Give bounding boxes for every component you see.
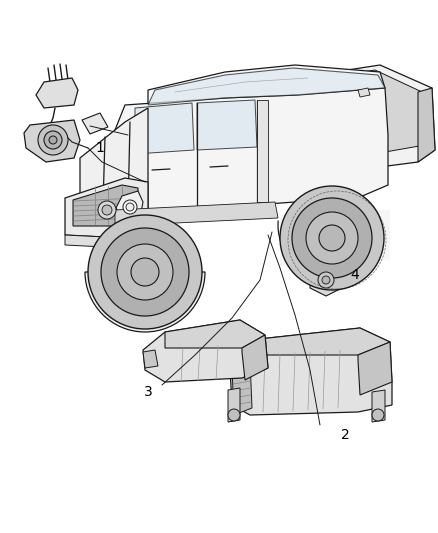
Polygon shape bbox=[135, 103, 194, 154]
Circle shape bbox=[88, 215, 202, 329]
Polygon shape bbox=[24, 120, 80, 162]
Circle shape bbox=[306, 212, 358, 264]
Circle shape bbox=[44, 131, 62, 149]
Polygon shape bbox=[250, 328, 390, 355]
Polygon shape bbox=[82, 113, 108, 134]
Text: 1: 1 bbox=[95, 141, 104, 155]
Circle shape bbox=[322, 276, 330, 284]
Polygon shape bbox=[242, 335, 268, 380]
Polygon shape bbox=[143, 320, 268, 382]
Circle shape bbox=[101, 228, 189, 316]
Polygon shape bbox=[232, 360, 252, 415]
Polygon shape bbox=[116, 191, 143, 218]
Polygon shape bbox=[80, 108, 148, 218]
Polygon shape bbox=[148, 65, 385, 105]
Polygon shape bbox=[65, 178, 148, 238]
Text: 2: 2 bbox=[341, 428, 350, 442]
Polygon shape bbox=[228, 388, 240, 422]
Polygon shape bbox=[372, 390, 385, 422]
Polygon shape bbox=[230, 328, 392, 415]
Polygon shape bbox=[148, 68, 385, 105]
Polygon shape bbox=[36, 78, 78, 108]
Polygon shape bbox=[358, 342, 392, 395]
Polygon shape bbox=[197, 100, 257, 150]
Polygon shape bbox=[257, 100, 268, 202]
Polygon shape bbox=[280, 65, 435, 168]
Circle shape bbox=[126, 203, 134, 211]
Circle shape bbox=[318, 272, 334, 288]
Circle shape bbox=[38, 125, 68, 155]
Polygon shape bbox=[143, 350, 158, 368]
Circle shape bbox=[280, 186, 384, 290]
Polygon shape bbox=[115, 202, 278, 226]
Circle shape bbox=[319, 225, 345, 251]
Circle shape bbox=[117, 244, 173, 300]
Polygon shape bbox=[73, 185, 138, 226]
Polygon shape bbox=[165, 320, 265, 348]
Circle shape bbox=[102, 205, 112, 215]
Polygon shape bbox=[320, 77, 332, 87]
Polygon shape bbox=[115, 88, 388, 210]
Polygon shape bbox=[280, 210, 390, 265]
Circle shape bbox=[131, 258, 159, 286]
Polygon shape bbox=[310, 265, 342, 296]
Text: 4: 4 bbox=[351, 268, 359, 282]
Polygon shape bbox=[300, 80, 312, 90]
Circle shape bbox=[123, 200, 137, 214]
Polygon shape bbox=[418, 88, 435, 162]
Circle shape bbox=[372, 409, 384, 421]
Circle shape bbox=[98, 201, 116, 219]
Circle shape bbox=[49, 136, 57, 144]
Circle shape bbox=[228, 409, 240, 421]
Polygon shape bbox=[358, 88, 370, 97]
Wedge shape bbox=[85, 272, 205, 332]
Polygon shape bbox=[285, 70, 425, 155]
Text: 3: 3 bbox=[144, 385, 152, 399]
Polygon shape bbox=[65, 235, 148, 248]
Circle shape bbox=[292, 198, 372, 278]
